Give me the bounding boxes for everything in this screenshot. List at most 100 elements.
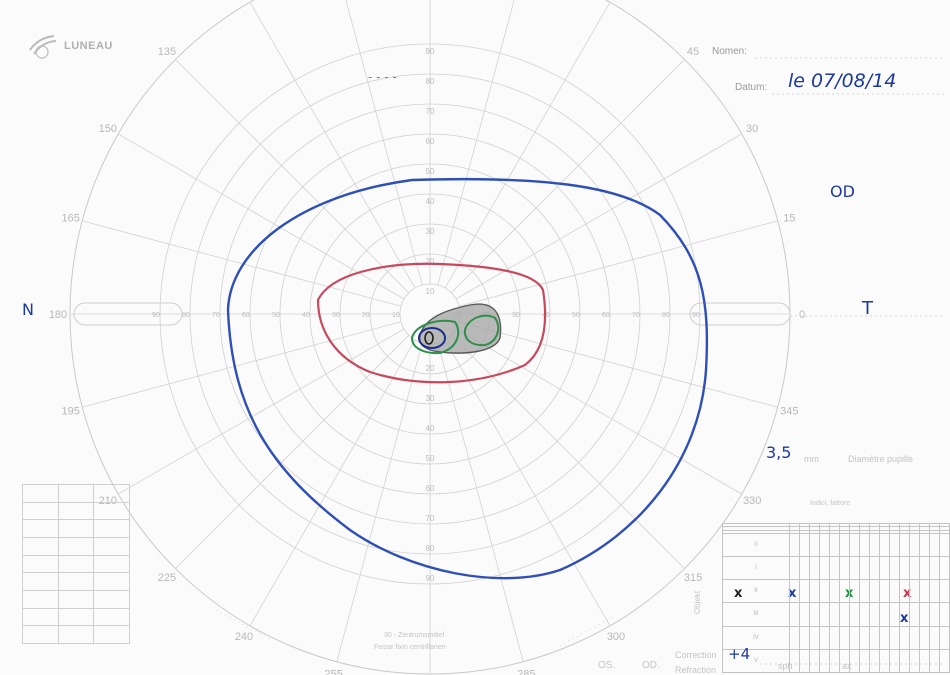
ring-label-60-right: 60 — [602, 312, 610, 319]
legend-cell — [858, 532, 870, 558]
meridian-15 — [458, 220, 778, 307]
legend-cell — [808, 648, 820, 674]
ring-label-30-left: 30 — [332, 312, 340, 319]
ring-label-80-left: 80 — [182, 312, 190, 319]
legend-cell — [878, 625, 890, 650]
legend-cell — [788, 602, 800, 627]
meridian-165 — [82, 220, 402, 307]
legend-cell — [898, 579, 910, 604]
legend-cell — [868, 648, 880, 674]
ring-label-60-lower: 60 — [426, 484, 435, 493]
meridian-150 — [118, 133, 405, 300]
legend-cell — [868, 556, 880, 581]
ring-label-90-upper: 90 — [426, 47, 435, 56]
legend-cell — [878, 579, 890, 604]
legend-cell — [928, 532, 940, 558]
legend-cell — [908, 556, 920, 581]
legend-cell — [798, 602, 810, 627]
legend-cell — [878, 648, 890, 674]
legend-cell — [938, 648, 950, 674]
legend-cell — [828, 602, 840, 627]
legend-cell — [928, 625, 940, 650]
meridian-label-135: 135 — [158, 46, 176, 58]
luneau-logo-icon — [29, 35, 57, 59]
legend-cell — [858, 579, 870, 604]
legend-cell — [938, 529, 950, 534]
nomen-label: Nomen: — [712, 46, 748, 57]
meridian-285 — [437, 342, 524, 662]
isopter-green-right — [463, 314, 500, 347]
meridian-30 — [455, 133, 742, 300]
legend-cell — [888, 556, 900, 581]
legend-cell — [808, 556, 820, 581]
meridian-label-30: 30 — [746, 123, 758, 135]
legend-cell — [838, 556, 850, 581]
ring-label-30-lower: 30 — [426, 394, 435, 403]
legend-cell — [928, 556, 940, 581]
legend-cell — [888, 532, 900, 558]
legend-cell — [918, 556, 930, 581]
correction-label: Correction — [675, 650, 717, 660]
legend-cell — [938, 526, 950, 531]
meridian-195 — [82, 321, 402, 408]
legend-cell — [808, 625, 820, 650]
legend-cell — [888, 579, 900, 604]
ring-label-40-left: 40 — [302, 312, 310, 319]
legend-cell — [868, 532, 880, 558]
ring-label-20-left: 20 — [362, 312, 370, 319]
meridian-label-165: 165 — [61, 213, 79, 225]
legend-cell — [858, 602, 870, 627]
isopter-inner-small — [424, 331, 434, 345]
legend-cell — [808, 532, 820, 558]
bottom-center-text-2: Feizar fixin centrillanen — [374, 644, 446, 651]
meridian-240 — [249, 339, 416, 626]
legend-row-label: II — [722, 579, 790, 604]
left-reference-table — [22, 484, 130, 644]
meridian-label-150: 150 — [99, 123, 117, 135]
legend-cell — [908, 625, 920, 650]
pupil-unit: mm — [804, 454, 819, 464]
ring-label-30-right: 30 — [512, 312, 520, 319]
ring-label-80-upper: 80 — [426, 77, 435, 86]
ring-label-50-lower: 50 — [426, 454, 435, 463]
legend-cell — [798, 579, 810, 604]
meridian-label-180: 180 — [49, 309, 67, 321]
legend-cell — [848, 556, 860, 581]
legend-cell — [798, 648, 810, 674]
legend-cell — [798, 556, 810, 581]
ring-label-40-lower: 40 — [426, 424, 435, 433]
legend-cell — [918, 648, 930, 674]
ring-label-50-right: 50 — [572, 312, 580, 319]
stimulus-legend-table: 0 I II III IV V — [722, 522, 950, 674]
legend-cell — [898, 648, 910, 674]
meridian-225 — [175, 334, 410, 569]
meridian-105 — [345, 0, 423, 286]
legend-cell — [858, 556, 870, 581]
ring-label-60-left: 60 — [242, 312, 250, 319]
ring-label-60-upper: 60 — [426, 137, 435, 146]
meridian-210 — [118, 328, 405, 495]
legend-cell — [818, 602, 830, 627]
legend-row-label: III — [722, 602, 790, 627]
ring-label-30-upper: 30 — [426, 227, 435, 236]
legend-cell — [828, 648, 840, 674]
left-horizontal-band — [73, 302, 183, 326]
legend-cell — [918, 532, 930, 558]
ring-label-50-left: 50 — [272, 312, 280, 319]
legend-cell — [818, 579, 830, 604]
meridian-75 — [437, 0, 515, 286]
legend-cell — [828, 579, 840, 604]
nasal-label: N — [22, 300, 34, 319]
legend-cell — [938, 625, 950, 650]
meridian-label-45: 45 — [687, 46, 699, 58]
isopter-inner — [418, 327, 446, 349]
legend-cell — [928, 579, 940, 604]
ring-label-20-lower: 20 — [426, 364, 435, 373]
pupil-value: 3,5 — [766, 443, 792, 462]
ring-label-40-upper: 40 — [426, 197, 435, 206]
legend-cell — [848, 579, 860, 604]
ring-label-70-right: 70 — [632, 312, 640, 319]
legend-cell — [918, 579, 930, 604]
meridian-315 — [450, 334, 685, 569]
bottom-os-label: OS. — [598, 660, 616, 671]
